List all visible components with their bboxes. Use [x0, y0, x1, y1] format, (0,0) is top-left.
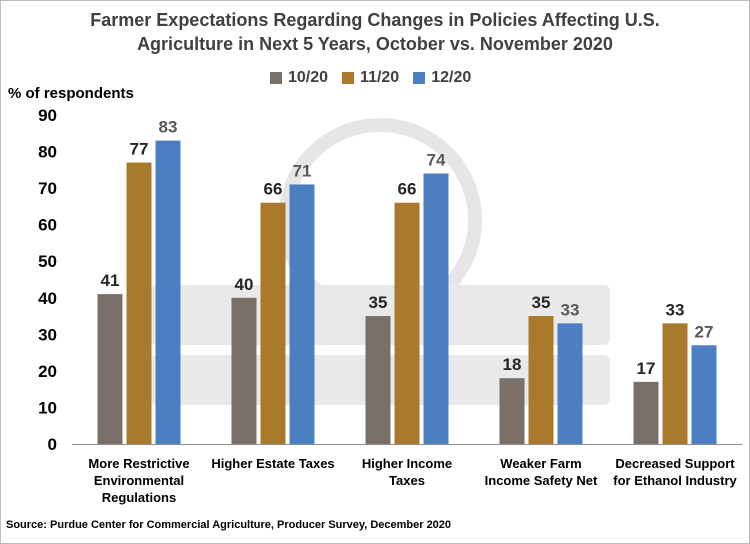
- y-tick-label-2: 20: [38, 362, 57, 381]
- data-label-1-series-2: 77: [130, 140, 149, 159]
- legend-label-1: 10/20: [288, 69, 329, 86]
- bar-3-series-1: [365, 316, 391, 444]
- source-note: Source: Purdue Center for Commercial Agr…: [6, 519, 452, 531]
- legend-swatch-3: [413, 72, 426, 84]
- category-label-1-line-3: Regulations: [102, 490, 176, 505]
- bar-2-series-2: [260, 202, 286, 444]
- category-label-4-line-1: Weaker Farm: [500, 456, 581, 471]
- data-label-2-series-1: 40: [235, 275, 254, 294]
- bar-4-series-3: [557, 323, 583, 444]
- legend-item-2: 11/20: [342, 69, 399, 87]
- legend-swatch-2: [342, 72, 355, 84]
- legend-swatch-1: [270, 72, 282, 84]
- bar-1-series-3: [155, 140, 181, 445]
- category-label-1-line-1: More Restrictive: [88, 456, 189, 471]
- y-tick-label-4: 40: [38, 289, 57, 308]
- bar-1-series-2: [126, 162, 152, 444]
- legend-label-3: 12/20: [431, 69, 472, 86]
- chart-title-line-1: Farmer Expectations Regarding Changes in…: [90, 10, 660, 30]
- legend: 10/20 11/20 12/20: [270, 69, 471, 87]
- category-label-3-line-1: Higher Income: [362, 456, 452, 471]
- category-label-2-line-1: Higher Estate Taxes: [211, 456, 334, 471]
- category-label-3-line-2: Taxes: [389, 473, 425, 488]
- bar-5-series-3: [691, 345, 717, 444]
- y-tick-label-6: 60: [38, 216, 57, 235]
- legend-item-1: 10/20: [270, 69, 328, 87]
- y-tick-label-3: 30: [38, 325, 57, 344]
- chart-title: Farmer Expectations Regarding Changes in…: [0, 8, 750, 56]
- chart-title-line-2: Agriculture in Next 5 Years, October vs.…: [137, 34, 613, 54]
- y-tick-label-7: 70: [38, 179, 57, 198]
- bar-5-series-2: [662, 323, 688, 444]
- y-tick-label-5: 50: [38, 252, 57, 271]
- bar-2-series-3: [289, 184, 315, 444]
- y-tick-label-0: 0: [48, 435, 57, 454]
- bar-4-series-2: [528, 316, 554, 444]
- data-label-5-series-1: 17: [637, 359, 656, 378]
- category-label-5-line-1: Decreased Support: [615, 456, 735, 471]
- legend-label-2: 11/20: [360, 69, 400, 86]
- data-label-3-series-3: 74: [427, 150, 446, 169]
- bar-5-series-1: [633, 381, 659, 444]
- y-tick-label-9: 90: [38, 106, 57, 125]
- data-label-5-series-3: 27: [695, 322, 714, 341]
- data-label-1-series-3: 83: [159, 118, 178, 137]
- data-label-2-series-3: 71: [293, 161, 312, 180]
- data-label-3-series-1: 35: [369, 293, 388, 312]
- data-label-1-series-1: 41: [101, 271, 120, 290]
- bar-3-series-2: [394, 202, 420, 444]
- data-label-3-series-2: 66: [398, 180, 417, 199]
- y-tick-label-8: 80: [38, 143, 57, 162]
- data-label-4-series-1: 18: [503, 355, 522, 374]
- y-axis-label: % of respondents: [8, 85, 134, 102]
- data-label-4-series-3: 33: [561, 300, 580, 319]
- y-tick-label-1: 10: [38, 398, 57, 417]
- data-label-5-series-2: 33: [666, 300, 685, 319]
- bar-4-series-1: [499, 378, 525, 444]
- bar-3-series-3: [423, 173, 449, 444]
- legend-item-3: 12/20: [413, 69, 471, 87]
- data-label-2-series-2: 66: [264, 180, 283, 199]
- category-label-5-line-2: for Ethanol Industry: [613, 473, 737, 488]
- category-label-1-line-2: Environmental: [94, 473, 184, 488]
- bar-1-series-1: [97, 294, 123, 444]
- data-label-4-series-2: 35: [532, 293, 551, 312]
- bar-2-series-1: [231, 297, 257, 444]
- category-label-4-line-2: Income Safety Net: [485, 473, 598, 488]
